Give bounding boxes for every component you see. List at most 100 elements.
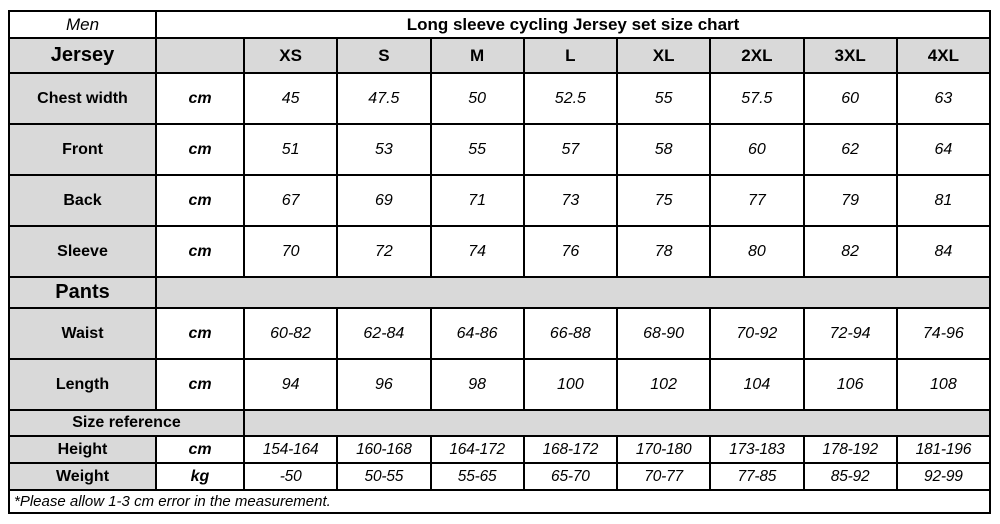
size-col-header-2xl: 2XL bbox=[709, 37, 805, 74]
value-cell: 84 bbox=[895, 225, 992, 278]
table-row-chest-width: Chest width cm 45 47.5 50 52.5 55 57.5 6… bbox=[8, 72, 992, 125]
value-cell: 63 bbox=[895, 72, 992, 125]
size-reference-label: Size reference bbox=[8, 409, 245, 437]
corner-label: Men bbox=[8, 10, 157, 39]
value-cell: 160-168 bbox=[336, 435, 432, 464]
value-cell: 106 bbox=[802, 358, 898, 411]
row-label: Height bbox=[8, 435, 157, 464]
value-cell: 64-86 bbox=[429, 307, 525, 360]
value-cell: 60 bbox=[802, 72, 898, 125]
row-label: Front bbox=[8, 123, 157, 176]
unit-cell: cm bbox=[155, 72, 245, 125]
value-cell: 81 bbox=[895, 174, 992, 227]
value-cell: 70-77 bbox=[615, 462, 712, 491]
value-cell: 71 bbox=[429, 174, 525, 227]
value-cell: 70-92 bbox=[709, 307, 805, 360]
row-label: Length bbox=[8, 358, 157, 411]
size-col-header-xl: XL bbox=[615, 37, 712, 74]
value-cell: 77 bbox=[709, 174, 805, 227]
value-cell: 72 bbox=[336, 225, 432, 278]
value-cell: 73 bbox=[522, 174, 619, 227]
row-label: Chest width bbox=[8, 72, 157, 125]
value-cell: 62-84 bbox=[336, 307, 432, 360]
unit-cell: cm bbox=[155, 435, 245, 464]
value-cell: 55-65 bbox=[429, 462, 525, 491]
value-cell: 173-183 bbox=[709, 435, 805, 464]
value-cell: 58 bbox=[615, 123, 712, 176]
value-cell: 98 bbox=[429, 358, 525, 411]
size-col-header-3xl: 3XL bbox=[802, 37, 898, 74]
unit-cell: kg bbox=[155, 462, 245, 491]
value-cell: 82 bbox=[802, 225, 898, 278]
title-row: Men Long sleeve cycling Jersey set size … bbox=[8, 10, 991, 39]
row-label: Waist bbox=[8, 307, 157, 360]
size-reference-filler-cell bbox=[243, 409, 991, 437]
value-cell: 74 bbox=[429, 225, 525, 278]
table-row-back: Back cm 67 69 71 73 75 77 79 81 bbox=[8, 174, 992, 227]
value-cell: 92-99 bbox=[895, 462, 992, 491]
chart-title: Long sleeve cycling Jersey set size char… bbox=[155, 10, 991, 39]
empty-unit-header-cell bbox=[155, 37, 245, 74]
value-cell: 68-90 bbox=[615, 307, 712, 360]
unit-cell: cm bbox=[155, 174, 245, 227]
table-row-sleeve: Sleeve cm 70 72 74 76 78 80 82 84 bbox=[8, 225, 992, 278]
value-cell: 96 bbox=[336, 358, 432, 411]
value-cell: 62 bbox=[802, 123, 898, 176]
value-cell: 57.5 bbox=[709, 72, 805, 125]
value-cell: 70 bbox=[242, 225, 339, 278]
table-row-weight: Weight kg -50 50-55 55-65 65-70 70-77 77… bbox=[8, 462, 992, 491]
pants-section-label: Pants bbox=[8, 276, 157, 309]
value-cell: 76 bbox=[522, 225, 619, 278]
value-cell: 60-82 bbox=[242, 307, 339, 360]
value-cell: 104 bbox=[709, 358, 805, 411]
value-cell: 170-180 bbox=[615, 435, 712, 464]
value-cell: 178-192 bbox=[802, 435, 898, 464]
unit-cell: cm bbox=[155, 123, 245, 176]
value-cell: 57 bbox=[522, 123, 619, 176]
row-label: Sleeve bbox=[8, 225, 157, 278]
size-col-header-l: L bbox=[522, 37, 619, 74]
value-cell: 108 bbox=[895, 358, 992, 411]
value-cell: 51 bbox=[242, 123, 339, 176]
value-cell: 72-94 bbox=[802, 307, 898, 360]
size-reference-section-row: Size reference bbox=[8, 409, 991, 437]
value-cell: 164-172 bbox=[429, 435, 525, 464]
unit-cell: cm bbox=[155, 225, 245, 278]
value-cell: 52.5 bbox=[522, 72, 619, 125]
footnote-row: *Please allow 1-3 cm error in the measur… bbox=[8, 489, 991, 514]
size-chart-table: Men Long sleeve cycling Jersey set size … bbox=[8, 10, 992, 514]
value-cell: 50-55 bbox=[336, 462, 432, 491]
value-cell: 65-70 bbox=[522, 462, 619, 491]
value-cell: 77-85 bbox=[709, 462, 805, 491]
value-cell: 168-172 bbox=[522, 435, 619, 464]
size-col-header-xs: XS bbox=[242, 37, 339, 74]
value-cell: 53 bbox=[336, 123, 432, 176]
value-cell: 78 bbox=[615, 225, 712, 278]
value-cell: 79 bbox=[802, 174, 898, 227]
jersey-section-label: Jersey bbox=[8, 37, 157, 74]
value-cell: 64 bbox=[895, 123, 992, 176]
size-col-header-s: S bbox=[336, 37, 432, 74]
size-col-header-4xl: 4XL bbox=[895, 37, 992, 74]
value-cell: 154-164 bbox=[242, 435, 339, 464]
pants-section-row: Pants bbox=[8, 276, 991, 309]
value-cell: 47.5 bbox=[336, 72, 432, 125]
value-cell: 181-196 bbox=[895, 435, 992, 464]
pants-section-filler-cell bbox=[155, 276, 991, 309]
table-row-front: Front cm 51 53 55 57 58 60 62 64 bbox=[8, 123, 992, 176]
value-cell: 69 bbox=[336, 174, 432, 227]
value-cell: -50 bbox=[242, 462, 339, 491]
value-cell: 74-96 bbox=[895, 307, 992, 360]
value-cell: 94 bbox=[242, 358, 339, 411]
unit-cell: cm bbox=[155, 307, 245, 360]
value-cell: 50 bbox=[429, 72, 525, 125]
size-col-header-m: M bbox=[429, 37, 525, 74]
value-cell: 100 bbox=[522, 358, 619, 411]
unit-cell: cm bbox=[155, 358, 245, 411]
value-cell: 80 bbox=[709, 225, 805, 278]
value-cell: 85-92 bbox=[802, 462, 898, 491]
value-cell: 75 bbox=[615, 174, 712, 227]
value-cell: 55 bbox=[615, 72, 712, 125]
table-row-length: Length cm 94 96 98 100 102 104 106 108 bbox=[8, 358, 992, 411]
